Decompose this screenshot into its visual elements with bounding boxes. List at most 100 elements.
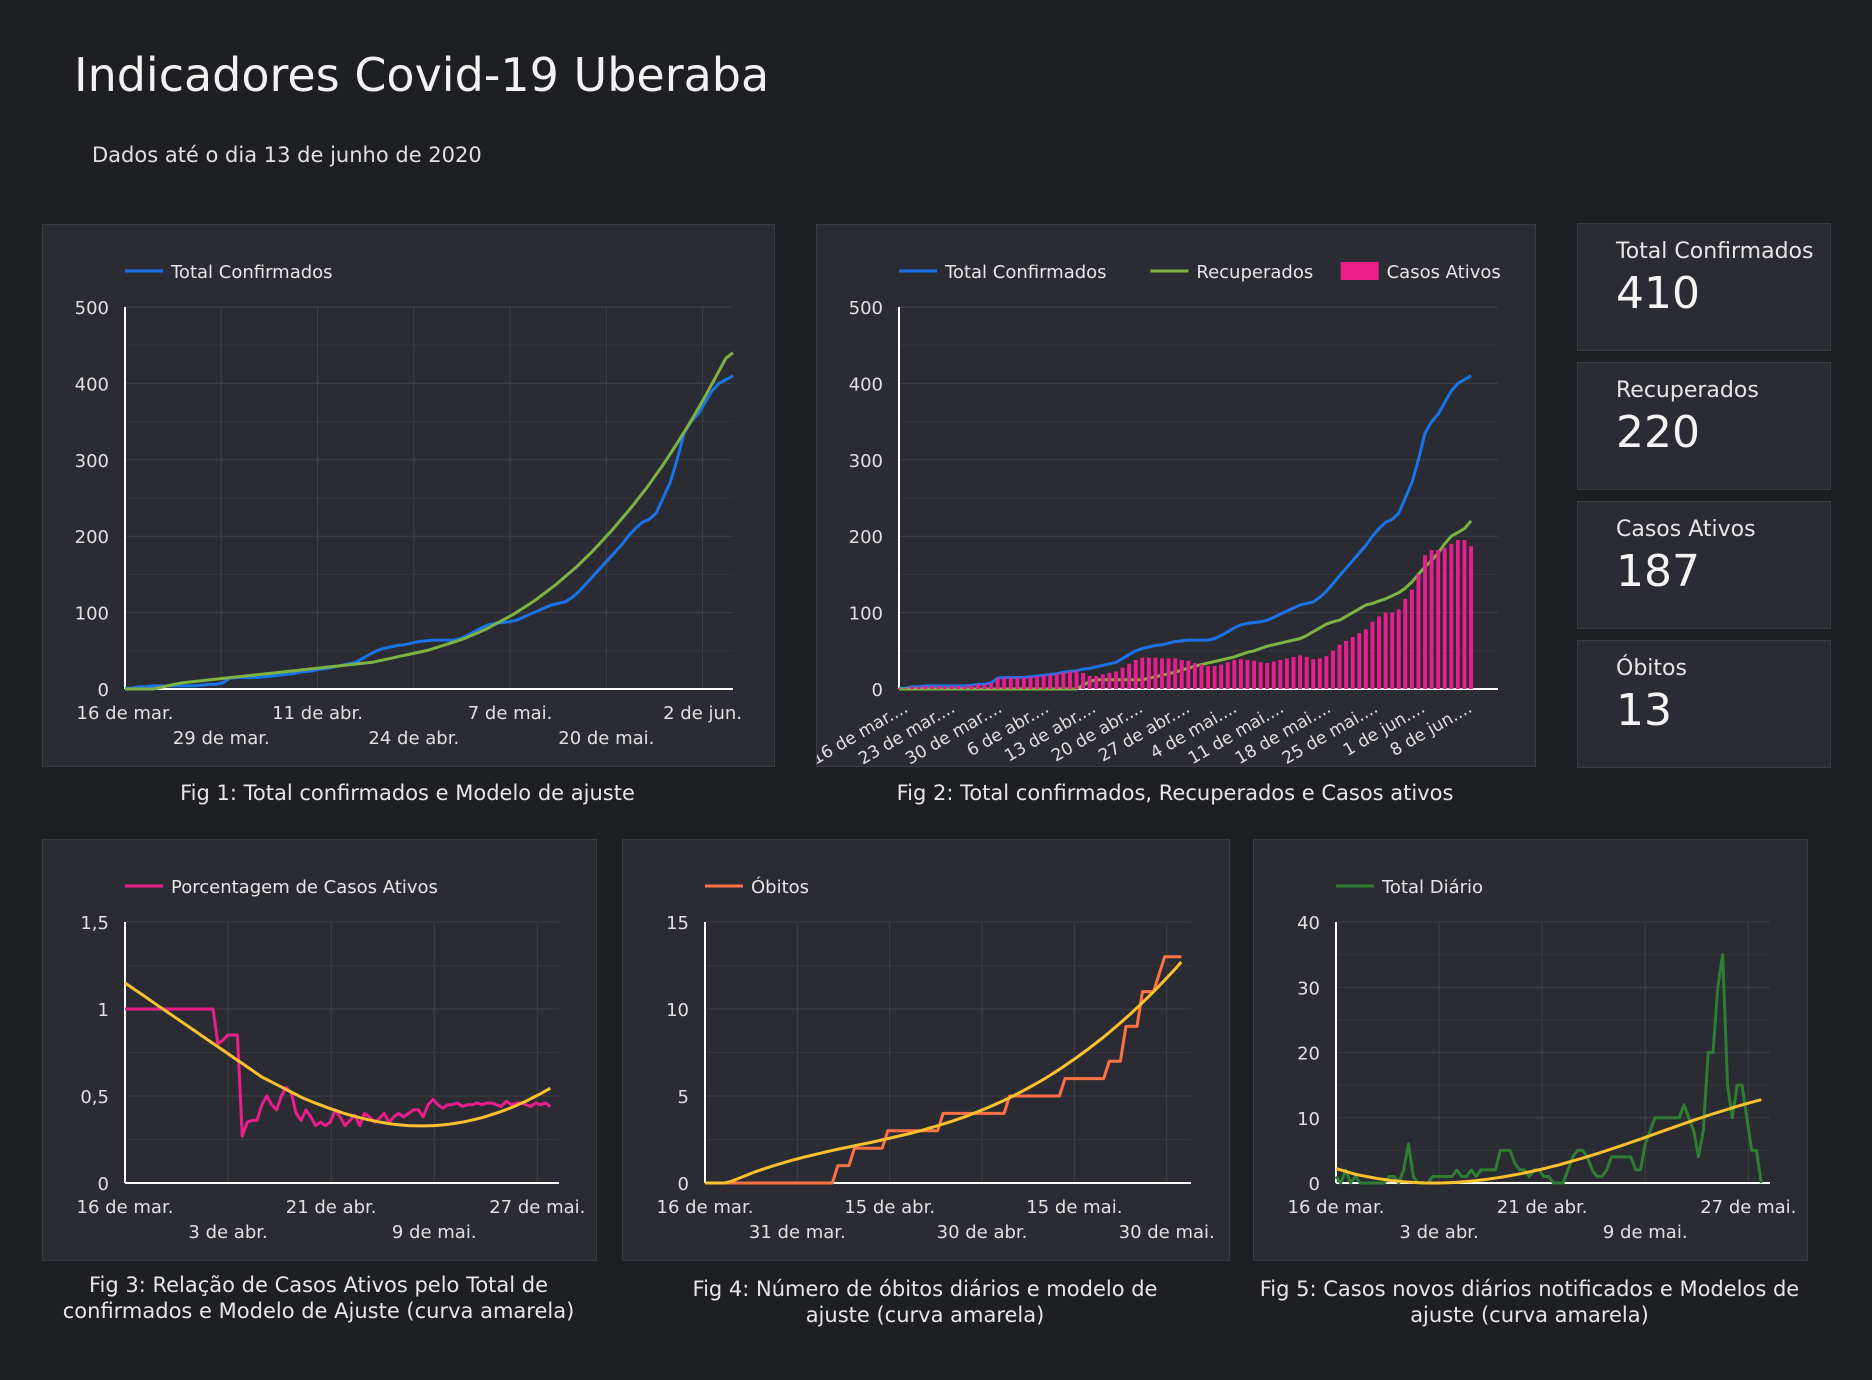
bar [1002,677,1007,689]
x-tick-label: 20 de mai. [558,728,654,749]
caption-fig5: Fig 5: Casos novos diários notificados e… [1253,1276,1806,1328]
y-tick-label: 100 [75,604,109,625]
x-tick-label: 21 de abr. [286,1197,377,1218]
bar [1094,676,1099,689]
bar [1469,546,1473,689]
y-tick-label: 0 [1309,1174,1320,1195]
bar [929,685,934,689]
series-line [1335,1098,1762,1185]
bar [1061,672,1066,689]
bar [989,682,994,689]
scorecard-total-confirmados[interactable]: Total Confirmados 410 [1577,223,1831,351]
bar [1403,598,1408,689]
x-tick-label: 16 de mar. [77,703,174,724]
bar [1127,663,1132,689]
series-line [899,519,1473,691]
scorecard-casos-ativos[interactable]: Casos Ativos 187 [1577,501,1831,629]
chart-panel-fig2[interactable]: 0 100 200 300 400 500 16 de mar.... 23 de mar..… [816,224,1536,767]
x-tick-label: 15 de mai. [1026,1197,1122,1218]
y-tick-label: 5 [678,1087,689,1108]
bar [1068,671,1072,689]
bar [1179,659,1184,689]
x-tick-label: 21 de abr. [1497,1197,1588,1218]
x-tick-label: 16 de mar. [1288,1197,1385,1218]
bar [1291,656,1296,689]
chart-fig3[interactable]: 0 0,5 1 1,5 16 de mar. 3 de abr. 21 de abr. 9 d… [43,840,596,1260]
bar [910,686,915,689]
y-tick-label: 1 [98,1000,109,1021]
caption-fig3: Fig 3: Relação de Casos Ativos pelo Tota… [42,1272,595,1324]
y-tick-label: 200 [849,527,883,548]
scorecard-value: 220 [1616,407,1700,458]
bar [949,685,954,689]
page-subtitle: Dados até o dia 13 de junho de 2020 [92,143,482,167]
caption-fig4-line2: ajuste (curva amarela) [805,1303,1045,1327]
legend-label: Total Confirmados [170,262,333,283]
legend-label: Total Diário [1381,877,1483,898]
chart-fig5[interactable]: 0 10 20 30 40 16 de mar. 3 de abr. 21 de abr. 9 … [1254,840,1807,1260]
bar [936,685,941,689]
bar [962,685,967,689]
bar [1436,549,1441,689]
chart-panel-fig1[interactable]: 0 100 200 300 400 500 16 de mar. 29 de mar. 11 d… [42,224,775,767]
bar [1462,540,1467,689]
bar [1449,543,1454,689]
x-tick-label: 9 de mai. [1603,1222,1688,1243]
series-line [899,374,1472,690]
bar [969,685,974,689]
series-line [125,351,734,691]
bar [1166,658,1171,689]
bar [1298,655,1303,689]
bar [1429,549,1434,689]
chart-panel-fig3[interactable]: 0 0,5 1 1,5 16 de mar. 3 de abr. 21 de abr. 9 d… [42,839,597,1261]
chart-fig1[interactable]: 0 100 200 300 400 500 16 de mar. 29 de mar.11 d… [43,225,774,766]
bar [1173,658,1178,689]
y-tick-label: 1,5 [80,913,109,934]
x-tick-label: 11 de abr. [272,703,363,724]
y-tick-label: 40 [1297,913,1320,934]
bar [1278,659,1283,689]
bar [1087,676,1092,689]
scorecard-value: 187 [1616,546,1700,597]
x-tick-label: 30 de mai. [1119,1222,1215,1243]
bar [1133,659,1138,689]
scorecard-obitos[interactable]: Óbitos 13 [1577,640,1831,768]
y-tick-label: 400 [849,374,883,395]
bar [1324,656,1329,689]
x-tick-label: 3 de abr. [1399,1222,1478,1243]
series-line [705,961,1183,1185]
bar [1238,659,1243,689]
scorecard-recuperados[interactable]: Recuperados 220 [1577,362,1831,490]
bar [982,684,987,689]
bar [1107,672,1112,689]
legend-swatch [1340,262,1379,280]
y-tick-label: 100 [849,604,883,625]
bar [1212,666,1217,689]
scorecard-label: Recuperados [1616,378,1759,403]
y-tick-label: 15 [666,913,689,934]
y-tick-label: 0 [98,1174,109,1195]
bar [1074,670,1079,689]
x-tick-label: 3 de abr. [188,1222,267,1243]
bar [1271,661,1276,689]
bar [1245,659,1250,689]
series-line [1334,953,1763,1185]
chart-panel-fig4[interactable]: 0 5 10 15 16 de mar. 31 de mar. 15 de abr. 30 d… [622,839,1230,1261]
series-line [705,955,1182,1185]
bar [1265,663,1270,689]
bar [1140,657,1145,689]
x-tick-label: 24 de abr. [368,728,459,749]
scorecard-value: 410 [1616,268,1700,319]
scorecard-label: Casos Ativos [1616,517,1756,542]
caption-fig4: Fig 4: Número de óbitos diários e modelo… [622,1276,1228,1328]
y-tick-label: 500 [75,298,109,319]
caption-fig3-line1: Fig 3: Relação de Casos Ativos pelo Tota… [88,1273,549,1297]
x-tick-label: 31 de mar. [749,1222,846,1243]
bar [1370,621,1375,689]
bar [1015,677,1020,689]
chart-panel-fig5[interactable]: 0 10 20 30 40 16 de mar. 3 de abr. 21 de abr. 9 … [1253,839,1808,1261]
y-tick-label: 0 [678,1174,689,1195]
bar [1186,660,1191,689]
